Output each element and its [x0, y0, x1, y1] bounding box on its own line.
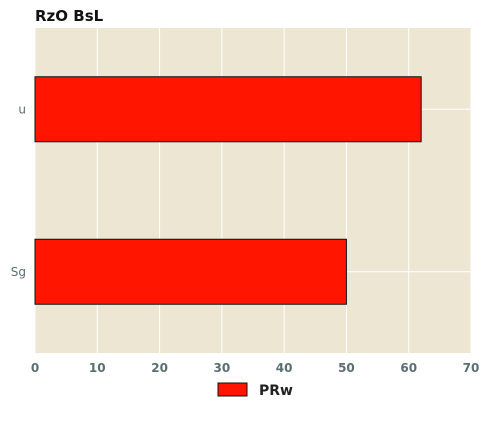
x-tick-label: 0 [31, 361, 39, 375]
bars [34, 76, 422, 305]
y-tick-label: Sg [11, 265, 26, 279]
bar-u [34, 76, 422, 143]
y-axis-ticks: u Sg [11, 102, 26, 279]
chart-title: RzO BsL [35, 7, 104, 25]
legend: PRw [217, 382, 293, 399]
x-tick-label: 30 [214, 361, 231, 375]
bar-sg [34, 238, 347, 305]
x-tick-label: 20 [151, 361, 168, 375]
x-tick-label: 40 [276, 361, 293, 375]
x-tick-label: 50 [338, 361, 355, 375]
y-tick-label: u [18, 102, 26, 116]
x-tick-label: 10 [89, 361, 106, 375]
x-axis-ticks: 0 10 20 30 40 50 60 70 [31, 361, 480, 375]
x-tick-label: 70 [463, 361, 480, 375]
legend-swatch-prw [217, 382, 248, 397]
legend-label-prw: PRw [259, 383, 293, 399]
x-tick-label: 60 [400, 361, 417, 375]
